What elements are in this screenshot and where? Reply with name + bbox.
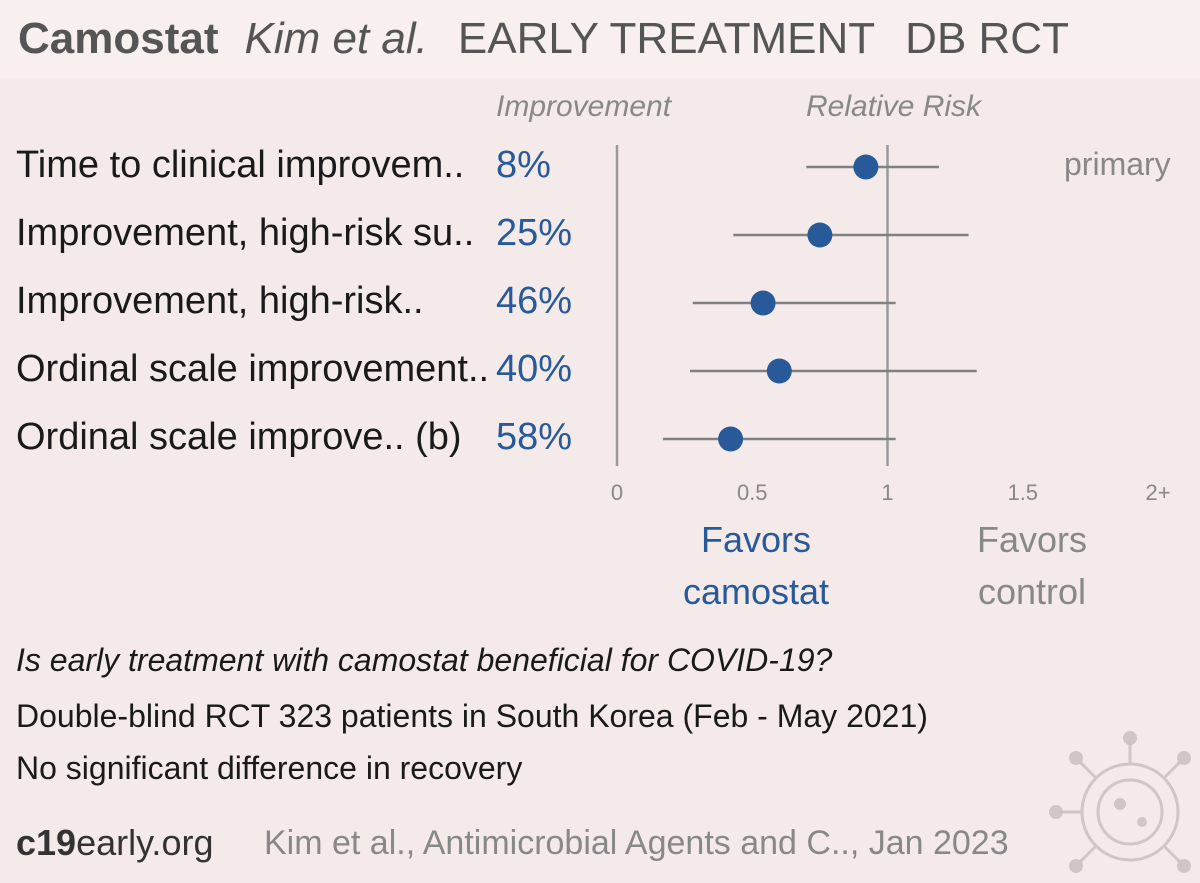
improvement-column-header: Improvement bbox=[496, 90, 672, 123]
primary-outcome-tag: primary bbox=[1064, 146, 1171, 182]
improvement-value: 8% bbox=[496, 144, 551, 186]
study-question: Is early treatment with camostat benefic… bbox=[16, 642, 833, 678]
favors-control-line2: control bbox=[977, 571, 1087, 612]
citation: Kim et al., Antimicrobial Agents and C..… bbox=[264, 824, 1009, 862]
point-estimate bbox=[807, 222, 833, 248]
favors-treatment-label: Favors camostat bbox=[636, 514, 876, 618]
point-estimate bbox=[766, 358, 792, 384]
improvement-value: 25% bbox=[496, 212, 573, 254]
relative-risk-column-header: Relative Risk bbox=[806, 90, 982, 123]
outcome-label: Ordinal scale improve.. (b) bbox=[16, 416, 462, 458]
study-design: DB RCT bbox=[905, 14, 1069, 63]
site-name-rest: early.org bbox=[76, 822, 214, 863]
point-estimate bbox=[750, 290, 776, 316]
favors-control-line1: Favors bbox=[976, 519, 1088, 560]
point-estimate bbox=[853, 154, 879, 180]
drug-name: Camostat bbox=[18, 14, 219, 63]
site-name[interactable]: c19early.org bbox=[16, 822, 213, 864]
improvement-value: 40% bbox=[496, 348, 573, 390]
favors-treatment-line1: Favors bbox=[700, 519, 812, 560]
x-tick-label: 0 bbox=[611, 480, 623, 505]
improvement-value: 58% bbox=[496, 416, 573, 458]
x-tick-label: 1 bbox=[881, 480, 893, 505]
study-result-line: No significant difference in recovery bbox=[16, 750, 523, 786]
x-tick-label: 2+ bbox=[1145, 480, 1170, 505]
outcome-label: Time to clinical improvem.. bbox=[16, 144, 465, 186]
study-author: Kim et al. bbox=[244, 14, 428, 63]
x-tick-label: 0.5 bbox=[737, 480, 768, 505]
x-tick-label: 1.5 bbox=[1007, 480, 1038, 505]
outcome-label: Ordinal scale improvement.. bbox=[16, 348, 490, 390]
outcome-label: Improvement, high-risk su.. bbox=[16, 212, 475, 254]
site-name-bold: c19 bbox=[16, 822, 77, 863]
treatment-stage: EARLY TREATMENT bbox=[457, 14, 876, 63]
study-design-line: Double-blind RCT 323 patients in South K… bbox=[16, 698, 928, 734]
improvement-value: 46% bbox=[496, 280, 573, 322]
virus-icon bbox=[1049, 731, 1191, 873]
favors-treatment-line2: camostat bbox=[682, 571, 830, 612]
point-estimate bbox=[718, 426, 744, 452]
outcome-label: Improvement, high-risk.. bbox=[16, 280, 424, 322]
title-bar: Camostat Kim et al. EARLY TREATMENT DB R… bbox=[0, 0, 1200, 78]
favors-control-label: Favors control bbox=[912, 514, 1152, 618]
